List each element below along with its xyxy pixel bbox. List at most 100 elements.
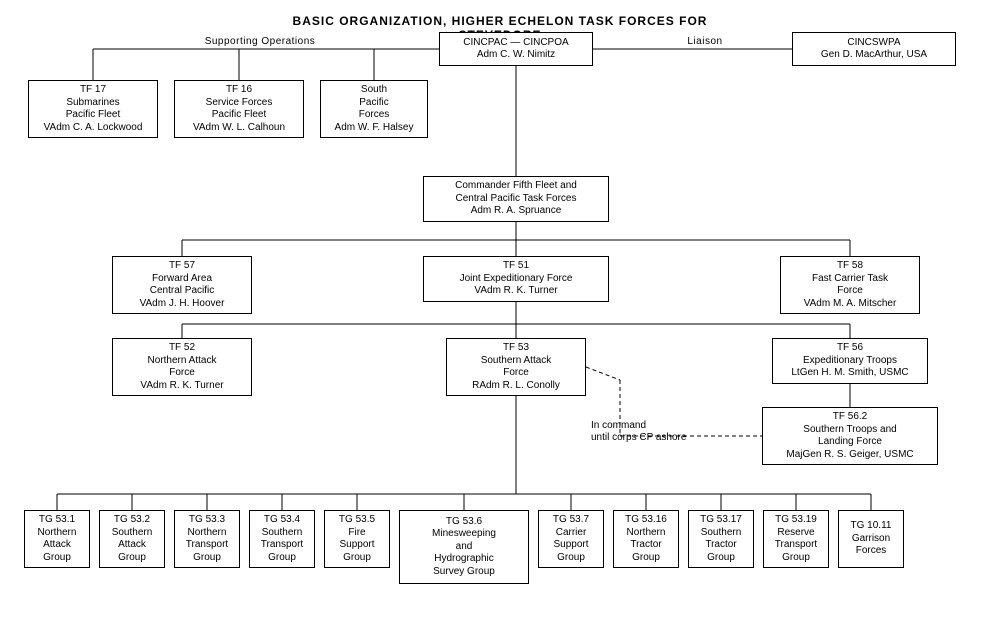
node-tf562-line-0: TF 56.2 <box>833 411 867 424</box>
node-tg536-line-2: and <box>456 541 473 554</box>
command-note-line-1: In command <box>591 420 686 432</box>
node-tf53-line-3: RAdm R. L. Conolly <box>472 380 560 393</box>
node-tg535-line-2: Support <box>339 539 374 552</box>
node-tg533: TG 53.3NorthernTransportGroup <box>174 510 240 568</box>
node-tg537: TG 53.7CarrierSupportGroup <box>538 510 604 568</box>
node-tf17: TF 17SubmarinesPacific FleetVAdm C. A. L… <box>28 80 158 138</box>
node-tf562-line-2: Landing Force <box>818 436 882 449</box>
node-tg1011-line-1: Garrison <box>852 533 890 546</box>
node-tg533-line-3: Group <box>193 552 221 565</box>
node-tf16: TF 16Service ForcesPacific FleetVAdm W. … <box>174 80 304 138</box>
node-tf53-line-0: TF 53 <box>503 342 529 355</box>
node-tf562: TF 56.2Southern Troops andLanding ForceM… <box>762 407 938 465</box>
node-tf53: TF 53Southern AttackForceRAdm R. L. Cono… <box>446 338 586 396</box>
node-fifth-line-0: Commander Fifth Fleet and <box>455 180 577 193</box>
node-tf562-line-1: Southern Troops and <box>803 424 896 437</box>
node-tg5316-line-3: Group <box>632 552 660 565</box>
node-tf52-line-0: TF 52 <box>169 342 195 355</box>
node-tg534-line-3: Group <box>268 552 296 565</box>
node-tf51: TF 51Joint Expeditionary ForceVAdm R. K.… <box>423 256 609 302</box>
node-tg5316-line-0: TG 53.16 <box>625 514 667 527</box>
node-tf57-line-1: Forward Area <box>152 273 212 286</box>
node-tf17-line-0: TF 17 <box>80 84 106 97</box>
node-tf52-line-1: Northern Attack <box>148 355 217 368</box>
node-tg1011: TG 10.11GarrisonForces <box>838 510 904 568</box>
node-tg5319: TG 53.19ReserveTransportGroup <box>763 510 829 568</box>
node-tg535-line-3: Group <box>343 552 371 565</box>
node-tf56-line-0: TF 56 <box>837 342 863 355</box>
node-tg5319-line-0: TG 53.19 <box>775 514 817 527</box>
node-tg536-line-0: TG 53.6 <box>446 516 482 529</box>
node-tg533-line-1: Northern <box>188 527 227 540</box>
node-tg537-line-2: Support <box>553 539 588 552</box>
node-south-line-1: Pacific <box>359 97 388 110</box>
node-tf57-line-0: TF 57 <box>169 260 195 273</box>
node-tg532-line-2: Attack <box>118 539 146 552</box>
node-tg5317: TG 53.17SouthernTractorGroup <box>688 510 754 568</box>
node-tf51-line-2: VAdm R. K. Turner <box>474 285 557 298</box>
node-tf58-line-3: VAdm M. A. Mitscher <box>804 298 897 311</box>
node-tf16-line-2: Pacific Fleet <box>212 109 266 122</box>
node-tf17-line-2: Pacific Fleet <box>66 109 120 122</box>
node-south-line-3: Adm W. F. Halsey <box>335 122 414 135</box>
node-tf56-line-1: Expeditionary Troops <box>803 355 897 368</box>
node-tg5317-line-3: Group <box>707 552 735 565</box>
node-tg537-line-3: Group <box>557 552 585 565</box>
node-fifth-line-2: Adm R. A. Spruance <box>471 205 562 218</box>
node-tg5316-line-2: Tractor <box>630 539 661 552</box>
node-cincpac-line-1: Adm C. W. Nimitz <box>477 49 555 62</box>
node-cincswpa-line-0: CINCSWPA <box>847 37 900 50</box>
node-tf17-line-1: Submarines <box>66 97 119 110</box>
node-south-line-0: South <box>361 84 387 97</box>
node-tg534-line-2: Transport <box>261 539 303 552</box>
node-tg537-line-0: TG 53.7 <box>553 514 589 527</box>
node-tg5319-line-3: Group <box>782 552 810 565</box>
node-tf16-line-0: TF 16 <box>226 84 252 97</box>
node-cincswpa: CINCSWPAGen D. MacArthur, USA <box>792 32 956 66</box>
node-tf17-line-3: VAdm C. A. Lockwood <box>44 122 143 135</box>
node-tg535: TG 53.5FireSupportGroup <box>324 510 390 568</box>
node-tg5316-line-1: Northern <box>627 527 666 540</box>
node-tf51-line-0: TF 51 <box>503 260 529 273</box>
node-tf56-line-2: LtGen H. M. Smith, USMC <box>791 367 908 380</box>
node-south-line-2: Forces <box>359 109 390 122</box>
node-tf58: TF 58Fast Carrier TaskForceVAdm M. A. Mi… <box>780 256 920 314</box>
node-tf52-line-2: Force <box>169 367 195 380</box>
label-liaison: Liaison <box>665 36 745 47</box>
node-tf57-line-3: VAdm J. H. Hoover <box>140 298 225 311</box>
node-tf58-line-0: TF 58 <box>837 260 863 273</box>
command-note-line-2: until corps CP ashore <box>591 432 686 444</box>
node-tf57-line-2: Central Pacific <box>150 285 214 298</box>
node-tg536-line-4: Survey Group <box>433 566 495 579</box>
node-tg5316: TG 53.16NorthernTractorGroup <box>613 510 679 568</box>
node-tg531-line-1: Northern <box>38 527 77 540</box>
node-tg531-line-0: TG 53.1 <box>39 514 75 527</box>
node-tf58-line-1: Fast Carrier Task <box>812 273 888 286</box>
node-tf16-line-3: VAdm W. L. Calhoun <box>193 122 285 135</box>
node-fifth-fleet: Commander Fifth Fleet andCentral Pacific… <box>423 176 609 222</box>
node-tg532-line-3: Group <box>118 552 146 565</box>
node-tg533-line-0: TG 53.3 <box>189 514 225 527</box>
node-tg533-line-2: Transport <box>186 539 228 552</box>
node-tg534-line-0: TG 53.4 <box>264 514 300 527</box>
node-tg5317-line-0: TG 53.17 <box>700 514 742 527</box>
node-tf562-line-3: MajGen R. S. Geiger, USMC <box>786 449 913 462</box>
node-tg535-line-1: Fire <box>348 527 365 540</box>
node-tg534: TG 53.4SouthernTransportGroup <box>249 510 315 568</box>
node-tf53-line-2: Force <box>503 367 529 380</box>
node-cincpac: CINCPAC — CINCPOAAdm C. W. Nimitz <box>439 32 593 66</box>
node-tg532: TG 53.2SouthernAttackGroup <box>99 510 165 568</box>
node-tg532-line-0: TG 53.2 <box>114 514 150 527</box>
node-tg1011-line-0: TG 10.11 <box>851 520 892 533</box>
node-tg531-line-3: Group <box>43 552 71 565</box>
node-south-pacific-forces: SouthPacificForcesAdm W. F. Halsey <box>320 80 428 138</box>
node-tg536: TG 53.6MinesweepingandHydrographicSurvey… <box>399 510 529 584</box>
node-cincswpa-line-1: Gen D. MacArthur, USA <box>821 49 927 62</box>
node-tg5319-line-1: Reserve <box>777 527 814 540</box>
node-tg5317-line-1: Southern <box>701 527 742 540</box>
node-tf53-line-1: Southern Attack <box>481 355 552 368</box>
node-tf51-line-1: Joint Expeditionary Force <box>460 273 573 286</box>
node-cincpac-line-0: CINCPAC — CINCPOA <box>463 37 568 50</box>
node-tg5319-line-2: Transport <box>775 539 817 552</box>
label-supporting-operations: Supporting Operations <box>180 36 340 47</box>
